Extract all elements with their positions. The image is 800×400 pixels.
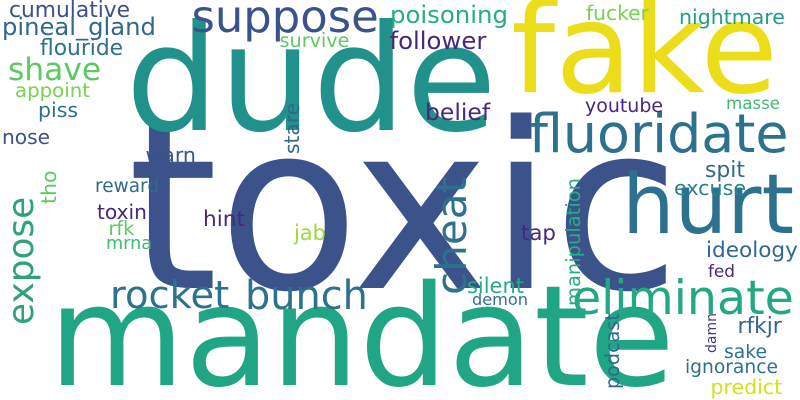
word-fluoridate: fluoridate: [529, 102, 789, 165]
word-podcast: podcast: [601, 313, 624, 389]
word-rfk: rfk: [108, 217, 135, 240]
word-mandate: mandate: [48, 256, 675, 400]
word-nose: nose: [2, 124, 51, 149]
word-fucker: fucker: [586, 0, 649, 25]
word-hurt: hurt: [622, 155, 795, 253]
word-masse: masse: [726, 93, 781, 113]
word-excuse: excuse: [674, 176, 747, 200]
word-follower: follower: [389, 25, 487, 55]
word-ideology: ideology: [706, 237, 798, 263]
word-ignorance: ignorance: [685, 356, 778, 378]
word-suppose: suppose: [191, 0, 379, 43]
word-silent: silent: [467, 274, 524, 298]
word-tho: tho: [36, 170, 61, 204]
word-bunch: bunch: [245, 273, 368, 319]
word-expose: expose: [1, 196, 42, 325]
word-damn: damn: [704, 313, 720, 353]
word-manipulation: manipulation: [562, 178, 585, 306]
word-cumulative: cumulative: [9, 0, 131, 23]
word-jab: jab: [294, 221, 326, 245]
word-stare: stare: [280, 102, 304, 154]
word-tap: tap: [521, 221, 556, 246]
word-nightmare: nightmare: [679, 4, 785, 29]
word-dude: dude: [125, 0, 497, 165]
word-rfkjr: rfkjr: [737, 313, 782, 339]
word-warn: warn: [145, 142, 196, 167]
word-piss: piss: [38, 97, 79, 122]
word-hint: hint: [203, 207, 245, 232]
word-spit: spit: [705, 158, 745, 183]
word-eliminate: eliminate: [572, 270, 794, 326]
word-sake: sake: [724, 341, 768, 363]
word-predict: predict: [710, 374, 783, 399]
word-toxin: toxin: [97, 199, 147, 224]
word-rocket: rocket: [110, 273, 230, 318]
word-reward: reward: [95, 175, 160, 197]
word-flouride: flouride: [40, 35, 124, 61]
word-toxic: toxic: [127, 74, 681, 343]
word-mrna: mrna: [106, 233, 153, 254]
word-shave: shave: [8, 52, 102, 88]
word-fed: fed: [708, 261, 736, 281]
word-poisoning: poisoning: [390, 0, 508, 29]
word-youtube: youtube: [585, 95, 664, 117]
word-survive: survive: [279, 29, 350, 52]
word-fake: fake: [511, 0, 778, 122]
word-appoint: appoint: [15, 79, 90, 102]
word-pineal-gland: pineal_gland: [2, 11, 156, 41]
word-belief: belief: [425, 97, 491, 126]
word-demon: demon: [472, 289, 528, 309]
